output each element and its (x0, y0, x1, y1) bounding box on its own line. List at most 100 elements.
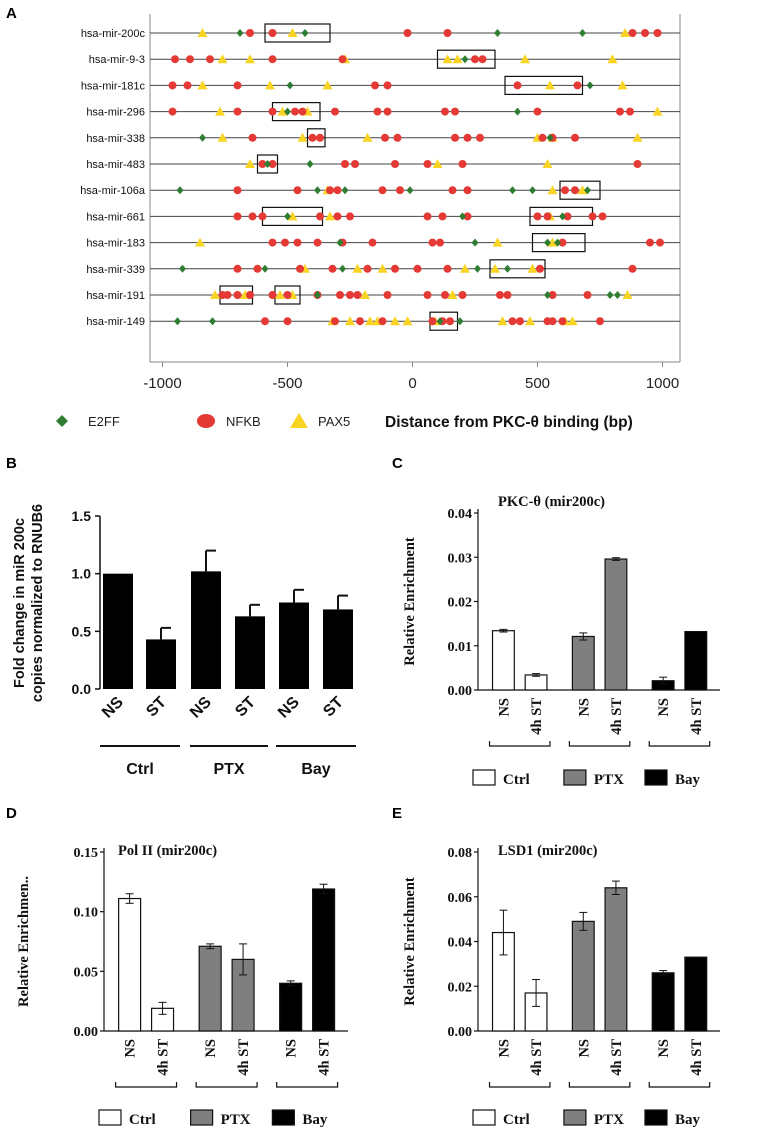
a-pax5-point (365, 316, 375, 326)
b-group-label: Bay (301, 761, 330, 778)
a-highlight-box (504, 75, 584, 96)
c-group-bracket (488, 741, 551, 747)
a-x-tick-label: -500 (272, 375, 302, 392)
a-nfkb-point (646, 238, 654, 247)
legend-nfkb-marker (197, 414, 215, 428)
a-e2ff-point (174, 317, 181, 326)
a-nfkb-point (336, 291, 344, 299)
a-pax5-point (275, 290, 285, 299)
a-nfkb-point (443, 29, 452, 37)
a-e2ff-point (236, 29, 244, 37)
e-legend-label: Bay (675, 1112, 701, 1128)
a-highlight-box (256, 154, 279, 174)
a-nfkb-point (463, 186, 472, 195)
a-pax5-point (362, 132, 373, 142)
a-e2ff-point (559, 212, 566, 221)
d-bar (118, 897, 142, 1032)
c-bar (524, 674, 548, 691)
a-e2ff-point (306, 160, 314, 168)
a-e2ff-point (474, 264, 481, 273)
a-nfkb-point (413, 264, 422, 273)
a-pax5-point (197, 80, 208, 90)
d-group-bracket (276, 1082, 339, 1088)
c-legend-label: Ctrl (503, 772, 530, 788)
a-pax5-point (542, 159, 553, 168)
a-nfkb-point (513, 81, 522, 90)
a-pax5-point (195, 237, 205, 247)
a-row-label: hsa-mir-661 (86, 211, 145, 223)
a-nfkb-point (471, 55, 479, 64)
d-y-tick-label: 0.00 (74, 1025, 99, 1040)
a-nfkb-point (268, 160, 277, 168)
b-bar (235, 616, 265, 689)
d-y-tick-label: 0.10 (74, 906, 99, 921)
a-nfkb-point (656, 238, 664, 247)
a-pax5-point (492, 237, 503, 247)
a-e2ff-point (436, 317, 444, 326)
a-nfkb-point (363, 264, 372, 273)
a-nfkb-point (333, 212, 342, 221)
a-pax5-point (620, 28, 630, 37)
d-x-tick-label: 4h ST (236, 1039, 252, 1076)
a-nfkb-point (536, 264, 544, 273)
c-bar (571, 635, 595, 691)
a-e2ff-point (339, 264, 346, 273)
a-nfkb-point (373, 107, 382, 116)
a-nfkb-point (503, 291, 512, 299)
a-e2ff-point (284, 212, 291, 221)
a-pax5-point (265, 80, 275, 90)
a-nfkb-point (353, 291, 362, 299)
a-e2ff-point (341, 186, 349, 195)
a-nfkb-point (571, 186, 579, 195)
a-nfkb-point (596, 317, 604, 326)
e-x-tick-label: 4h ST (609, 1039, 625, 1076)
a-nfkb-point (293, 186, 302, 195)
e-group-bracket (568, 1082, 631, 1088)
b-group-label: PTX (213, 761, 244, 778)
a-pax5-point (442, 54, 453, 64)
d-legend-label: Ctrl (129, 1112, 156, 1128)
a-nfkb-point (171, 55, 179, 64)
e-y-tick-label: 0.04 (448, 936, 473, 951)
a-nfkb-point (423, 291, 432, 299)
e-y-tick-label: 0.06 (448, 891, 473, 906)
b-y-tick-label: 1.0 (72, 566, 92, 582)
c-legend-label: PTX (594, 772, 624, 788)
c-group-bracket (648, 741, 711, 747)
a-e2ff-point (406, 186, 414, 195)
b-x-tick-label: ST (232, 694, 259, 721)
d-x-tick-label: 4h ST (156, 1039, 172, 1076)
a-pax5-point (497, 316, 508, 326)
a-nfkb-point (628, 29, 637, 37)
a-e2ff-point (456, 317, 464, 326)
a-row-label: hsa-mir-106a (80, 185, 146, 197)
e-x-tick-label: NS (576, 1039, 592, 1058)
a-nfkb-point (563, 212, 572, 221)
panel-e-bar-chart: LSD1 (mir200c) 0.00 0.02 0.04 0.06 0.08 Relati… (402, 843, 720, 1128)
a-e2ff-point (314, 186, 321, 195)
b-group-label: Ctrl (126, 761, 154, 778)
a-nfkb-point (451, 107, 459, 116)
c-legend-swatch (644, 769, 668, 786)
panel-b-bar-chart: 0.0 0.5 1.0 1.5 Fold change in miR 200c copie… (12, 504, 356, 778)
a-pax5-point (390, 316, 400, 326)
a-pax5-point (287, 28, 298, 37)
b-x-tick-label: ST (320, 694, 347, 721)
a-highlight-box (489, 259, 546, 279)
a-highlight-box (559, 180, 601, 200)
a-e2ff-point (459, 212, 466, 221)
e-bar (604, 887, 628, 1032)
legend-e2ff-label: E2FF (88, 414, 120, 429)
a-nfkb-point (168, 107, 177, 116)
a-nfkb-point (598, 212, 607, 221)
e-bar (684, 956, 708, 1032)
a-nfkb-point (248, 133, 257, 142)
e-legend-swatch (644, 1109, 668, 1126)
a-nfkb-point (558, 238, 567, 247)
a-pax5-point (432, 159, 443, 168)
e-y-axis-title: Relative Enrichment (402, 877, 418, 1006)
a-nfkb-point (516, 317, 524, 326)
d-x-tick-label: NS (284, 1039, 300, 1058)
a-nfkb-point (346, 212, 354, 221)
a-nfkb-point (233, 186, 242, 195)
